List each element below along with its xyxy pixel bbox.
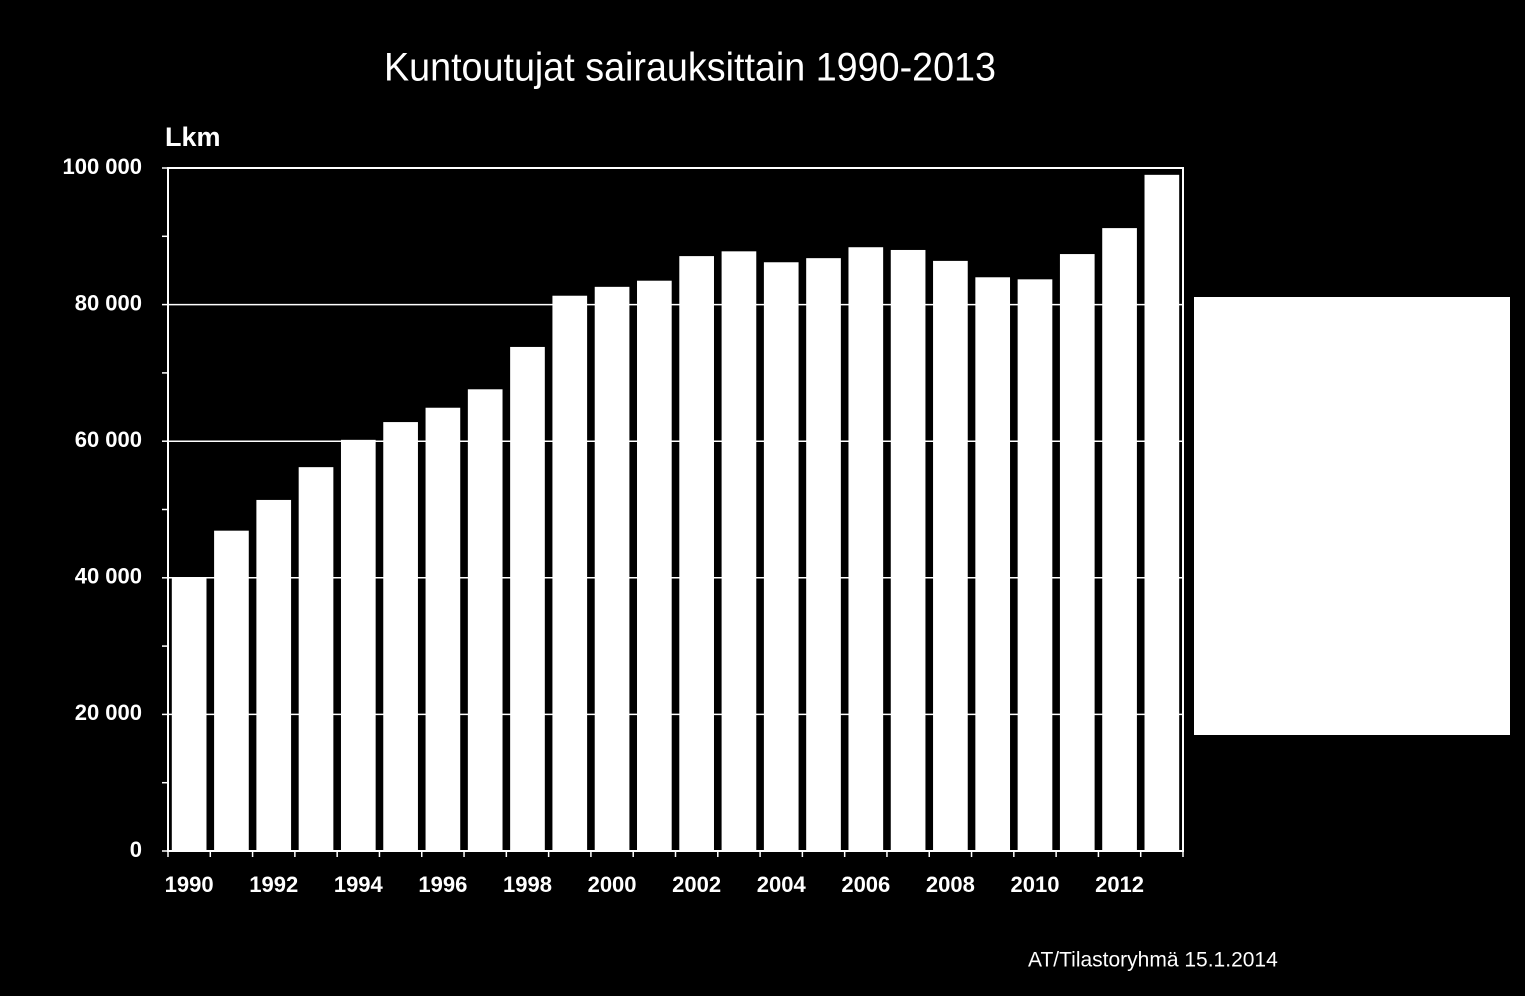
bar — [679, 256, 714, 851]
y-tick-label: 0 — [130, 837, 142, 862]
bar — [1144, 174, 1180, 851]
bar — [383, 422, 418, 851]
bar — [425, 407, 461, 851]
bar — [256, 499, 292, 851]
x-tick-label: 1994 — [334, 872, 384, 897]
bar — [848, 247, 884, 851]
x-tick-label: 2004 — [757, 872, 807, 897]
bar — [975, 277, 1011, 851]
bar — [510, 346, 545, 851]
bar — [214, 530, 249, 851]
x-tick-label: 2000 — [588, 872, 637, 897]
x-tick-label: 2002 — [672, 872, 721, 897]
bar — [1017, 279, 1053, 852]
chart-title: Kuntoutujat sairauksittain 1990-2013 — [384, 46, 996, 90]
footer: AT/Tilastoryhmä 15.1.2014 — [1028, 949, 1278, 972]
bar — [467, 389, 503, 851]
x-tick-label: 2008 — [926, 872, 975, 897]
bar — [806, 258, 841, 851]
y-tick-label: 20 000 — [75, 700, 142, 725]
y-tick-label: 80 000 — [75, 290, 142, 315]
y-tick-label: 60 000 — [75, 427, 142, 452]
bar — [1059, 254, 1095, 852]
x-tick-label: 2010 — [1011, 872, 1060, 897]
bar — [594, 286, 630, 851]
bar — [763, 262, 799, 851]
bar — [1102, 228, 1137, 851]
x-tick-label: 1996 — [418, 872, 467, 897]
x-tick-label: 2012 — [1095, 872, 1144, 897]
bar — [171, 577, 207, 851]
x-tick-label: 1990 — [165, 872, 214, 897]
bar — [890, 249, 926, 851]
bar — [552, 295, 588, 851]
y-tick-label: 100 000 — [62, 154, 142, 179]
x-tick-label: 1992 — [249, 872, 298, 897]
bar — [298, 467, 334, 851]
bar — [637, 280, 672, 851]
legend-box — [1194, 297, 1510, 735]
bar — [340, 439, 376, 851]
bar — [933, 260, 968, 851]
y-axis-label: Lkm — [165, 122, 221, 152]
x-tick-label: 1998 — [503, 872, 552, 897]
bar — [721, 251, 757, 852]
y-tick-label: 40 000 — [75, 564, 142, 589]
x-tick-label: 2006 — [841, 872, 890, 897]
